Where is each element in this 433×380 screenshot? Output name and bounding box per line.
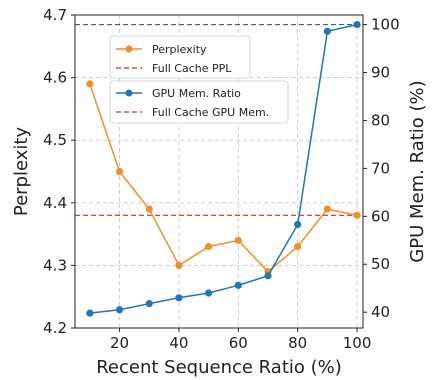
data-point — [323, 205, 331, 213]
legend-full-cache-ppl-label: Full Cache PPL — [152, 62, 232, 75]
legend-box — [109, 35, 251, 79]
data-point — [115, 306, 124, 314]
series-line — [89, 83, 358, 273]
series — [86, 20, 361, 317]
data-point — [294, 220, 302, 229]
series-line — [89, 23, 358, 314]
data-point — [294, 243, 302, 251]
x-tick-label: 60 — [229, 334, 248, 352]
data-point — [205, 243, 213, 251]
x-axis-title: Recent Sequence Ratio (%) — [96, 357, 342, 378]
legend-box — [109, 80, 289, 124]
legend-perplexity: Perplexity Full Cache PPL — [109, 35, 251, 79]
data-point — [175, 294, 183, 302]
left-y-tick-label: 4.7 — [43, 6, 67, 24]
legend-full-cache-gpu-mem-label: Full Cache GPU Mem. — [152, 106, 269, 119]
left-y-axis-title: Perplexity — [11, 127, 32, 217]
legend-gpu-mem: GPU Mem. Ratio Full Cache GPU Mem. — [109, 80, 289, 124]
x-tick-label: 80 — [288, 334, 307, 352]
right-y-tick-label: 70 — [371, 159, 390, 177]
data-point — [145, 205, 153, 213]
right-y-tick-label: 80 — [371, 111, 390, 129]
data-point — [234, 236, 242, 244]
data-point — [175, 261, 183, 269]
x-tick-label: 40 — [169, 334, 188, 352]
data-point — [264, 272, 272, 280]
legend-perplexity-label: Perplexity — [152, 43, 207, 56]
data-point — [353, 20, 361, 29]
legend-gpu-mem-label: GPU Mem. Ratio — [152, 87, 241, 100]
data-point — [353, 211, 361, 219]
right-y-tick-label: 100 — [371, 16, 400, 34]
right-y-tick-label: 50 — [371, 255, 390, 273]
reference-lines — [75, 23, 363, 216]
legend-perplexity-marker — [125, 45, 133, 53]
left-y-tick-label: 4.5 — [43, 131, 67, 149]
data-point — [145, 299, 153, 308]
left-y-tick-label: 4.4 — [43, 194, 67, 212]
data-point — [115, 167, 124, 176]
x-tick-label: 100 — [343, 334, 372, 352]
data-point — [205, 289, 213, 297]
data-point — [234, 281, 242, 289]
x-tick-label: 20 — [110, 334, 129, 352]
left-y-tick-label: 4.6 — [43, 69, 67, 87]
plot-frame — [74, 14, 364, 329]
right-y-axis-title: GPU Mem. Ratio (%) — [407, 80, 428, 262]
data-point — [86, 309, 94, 317]
right-y-tick-label: 40 — [371, 303, 390, 321]
legend-gpu-mem-marker — [125, 89, 133, 97]
left-y-tick-label: 4.3 — [43, 256, 67, 274]
right-y-tick-label: 90 — [371, 64, 390, 82]
data-point — [86, 80, 94, 88]
tick-labels: 20 40 60 80 100 4.2 4.3 4.4 4.5 4.6 4.7 40 50 60 70 80 9… — [43, 6, 400, 352]
right-y-tick-label: 60 — [371, 207, 390, 225]
left-y-tick-label: 4.2 — [43, 319, 67, 337]
data-point — [323, 27, 331, 35]
